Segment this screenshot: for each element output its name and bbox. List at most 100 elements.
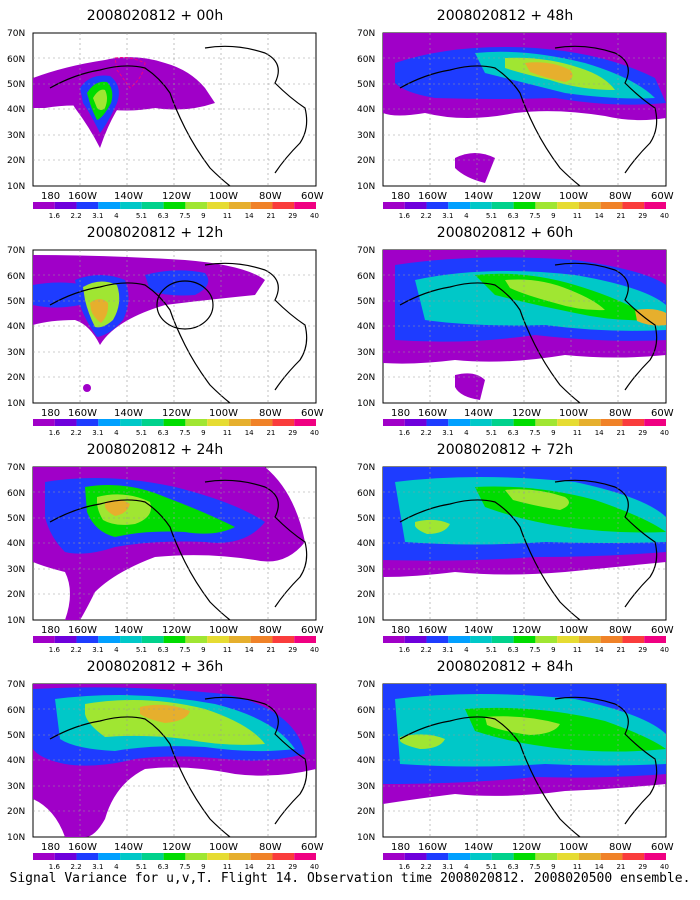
colorbar: 1.6 2.2 3.1 4 5.1 6.3 7.5 9 11 14 21 29 40 — [33, 419, 319, 437]
colorbar-label: 11 — [573, 212, 582, 220]
colorbar-label: 14 — [245, 429, 254, 437]
colorbar-swatch — [491, 202, 514, 209]
colorbar-label: 5.1 — [136, 212, 147, 220]
y-label: 10N — [7, 616, 25, 626]
colorbar-swatch — [513, 636, 536, 643]
y-label: 60N — [357, 55, 375, 65]
panel-title: 2008020812 + 60h — [436, 225, 574, 241]
colorbar-label: 7.5 — [179, 212, 190, 220]
colorbar-swatch — [622, 419, 645, 426]
y-label: 30N — [357, 348, 375, 358]
coastline — [49, 716, 231, 838]
variance-area — [85, 700, 265, 745]
colorbar-swatch — [33, 636, 55, 643]
colorbar-label: 21 — [266, 863, 275, 871]
colorbar-label: 9 — [201, 212, 205, 220]
colorbar-label: 5.1 — [136, 429, 147, 437]
colorbar-label: 29 — [288, 429, 297, 437]
colorbar-swatch — [426, 419, 449, 426]
map-panel-48h: 2008020812 + 48h 70N 60N 50N 40N 30N 20N… — [355, 8, 685, 223]
colorbar-label: 3.1 — [92, 863, 103, 871]
panel-title: 2008020812 + 72h — [436, 442, 574, 458]
colorbar-label: 4 — [114, 429, 119, 437]
coastline — [399, 716, 581, 838]
graticule — [33, 33, 316, 186]
y-label: 30N — [7, 131, 25, 141]
colorbar-swatch — [228, 636, 251, 643]
colorbar-label: 6.3 — [508, 646, 519, 654]
variance-area — [455, 153, 495, 183]
x-label: 160W — [68, 625, 97, 636]
x-label: 140W — [464, 408, 493, 419]
colorbar-swatch — [120, 419, 142, 426]
colorbar-swatch — [448, 419, 471, 426]
y-label: 60N — [357, 706, 375, 716]
colorbar-swatch — [578, 853, 601, 860]
colorbar-label: 1.6 — [399, 429, 411, 437]
colorbar-swatch — [207, 419, 229, 426]
colorbar-swatch — [383, 419, 405, 426]
y-label: 40N — [7, 105, 25, 115]
variance-area — [90, 299, 109, 323]
x-label: 80W — [609, 625, 632, 636]
colorbar-label: 40 — [310, 863, 319, 871]
y-label: 20N — [357, 156, 375, 166]
graticule — [33, 684, 316, 837]
colorbar-label: 1.6 — [49, 646, 61, 654]
y-label: 40N — [7, 539, 25, 549]
colorbar-label: 1.6 — [49, 863, 61, 871]
colorbar-label: 11 — [223, 429, 232, 437]
colorbar-label: 14 — [595, 646, 604, 654]
colorbar-label: 9 — [551, 429, 555, 437]
colorbar-swatch — [513, 202, 536, 209]
colorbar-label: 40 — [310, 212, 319, 220]
colorbar-swatch — [470, 853, 492, 860]
y-axis-labels: 70N 60N 50N 40N 30N 20N 10N — [357, 246, 375, 409]
colorbar-label: 11 — [223, 212, 232, 220]
colorbar-label: 2.2 — [71, 212, 82, 220]
colorbar-swatch — [383, 636, 405, 643]
x-label: 60W — [651, 191, 674, 202]
colorbar-label: 40 — [310, 429, 319, 437]
colorbar-label: 5.1 — [136, 646, 147, 654]
colorbar-swatch — [250, 853, 273, 860]
colorbar-swatch — [404, 202, 427, 209]
colorbar-swatch — [185, 419, 208, 426]
x-label: 140W — [464, 191, 493, 202]
colorbar-label: 5.1 — [136, 863, 147, 871]
y-label: 10N — [7, 182, 25, 192]
graticule — [33, 250, 316, 403]
variance-area — [505, 279, 605, 311]
colorbar-swatch — [644, 419, 666, 426]
y-label: 50N — [7, 731, 25, 741]
colorbar-swatch — [491, 419, 514, 426]
x-label: 120W — [512, 408, 541, 419]
y-label: 30N — [7, 565, 25, 575]
colorbar-label: 2.2 — [71, 646, 82, 654]
colorbar-label: 21 — [266, 212, 275, 220]
colorbar-label: 5.1 — [486, 863, 497, 871]
y-label: 20N — [7, 156, 25, 166]
variance-area — [400, 734, 445, 749]
colorbar-swatch — [448, 853, 471, 860]
x-label: 140W — [114, 842, 143, 853]
y-label: 50N — [357, 80, 375, 90]
y-label: 40N — [357, 105, 375, 115]
colorbar: 1.6 2.2 3.1 4 5.1 6.3 7.5 9 11 14 21 29 40 — [383, 853, 669, 871]
colorbar-swatch — [535, 853, 558, 860]
colorbar-swatch — [98, 419, 121, 426]
colorbar-swatch — [470, 636, 492, 643]
colorbar-label: 6.3 — [508, 863, 519, 871]
colorbar-label: 14 — [245, 212, 254, 220]
colorbar-swatch — [207, 853, 229, 860]
y-label: 70N — [357, 463, 375, 473]
colorbar-swatch — [141, 419, 164, 426]
colorbar-label: 3.1 — [442, 212, 453, 220]
y-label: 50N — [7, 297, 25, 307]
target-region-circle — [156, 280, 214, 330]
colorbar-label: 1.6 — [399, 863, 411, 871]
variance-area — [140, 704, 190, 723]
colorbar-label: 3.1 — [92, 429, 103, 437]
colorbar-label: 29 — [288, 863, 297, 871]
x-label: 100W — [209, 625, 238, 636]
